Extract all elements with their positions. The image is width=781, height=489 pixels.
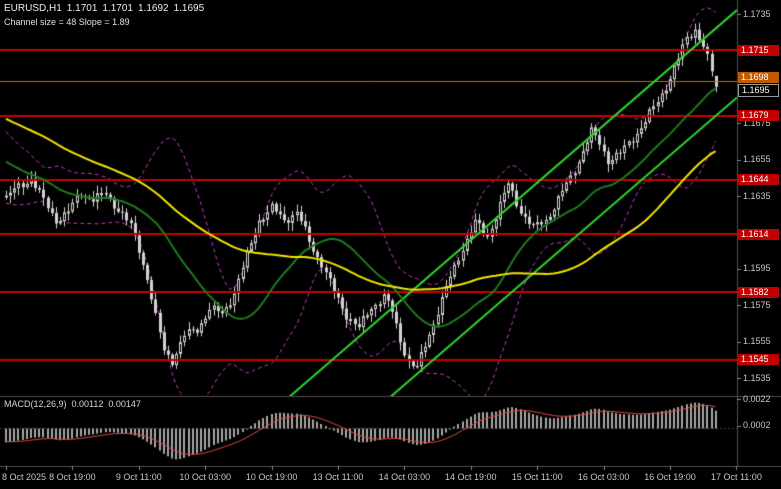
time-axis-label: 8 Oct 19:00 xyxy=(49,472,96,482)
price-level-badge: 1.1679 xyxy=(738,110,779,122)
time-axis-label: 9 Oct 11:00 xyxy=(115,472,162,482)
macd-label: MACD(12,26,9) xyxy=(4,399,67,409)
bid-price-badge: 1.1695 xyxy=(738,83,779,97)
channel-info: Channel size = 48 Slope = 1.89 xyxy=(4,17,130,27)
price-axis-tick: 1.1735 xyxy=(743,8,771,19)
time-axis-label: 17 Oct 11:00 xyxy=(710,472,762,482)
symbol-timeframe: EURUSD,H1 xyxy=(4,3,62,14)
price-axis-tick: 1.1555 xyxy=(743,336,771,347)
price-level-badge: 1.1644 xyxy=(738,174,779,186)
price-axis-tick: 1.1675 xyxy=(743,117,771,128)
chart-header: EURUSD,H1 1.1701 1.1701 1.1692 1.1695 xyxy=(4,3,209,14)
time-axis-label: 16 Oct 03:00 xyxy=(577,472,630,482)
price-axis-tick: 1.1575 xyxy=(743,299,771,310)
time-axis-label: 14 Oct 19:00 xyxy=(445,472,497,482)
price-axis-tick: 1.1535 xyxy=(743,372,771,383)
ohlc-high: 1.1701 xyxy=(102,3,133,14)
ohlc-close: 1.1695 xyxy=(173,3,205,14)
macd-axis-tick: 0.0002 xyxy=(743,420,771,431)
time-axis-label: 13 Oct 11:00 xyxy=(312,472,364,482)
macd-value: 0.00112 xyxy=(71,399,104,409)
time-axis-label: 15 Oct 11:00 xyxy=(511,472,563,482)
price-level-badge: 1.1715 xyxy=(738,44,779,56)
time-axis-label: 10 Oct 03:00 xyxy=(179,472,231,482)
macd-signal-value: 0.00147 xyxy=(108,399,141,409)
ohlc-open: 1.1701 xyxy=(66,3,98,14)
price-level-badge: 1.1582 xyxy=(738,286,779,298)
ohlc-low: 1.1692 xyxy=(137,3,169,14)
time-axis-label: 8 Oct 2025 xyxy=(2,472,47,482)
price-axis-tick: 1.1655 xyxy=(743,154,771,165)
time-axis-label: 14 Oct 03:00 xyxy=(378,472,431,482)
price-axis-tick: 1.1595 xyxy=(743,263,771,274)
price-level-badge: 1.1545 xyxy=(738,354,779,366)
time-axis[interactable]: 8 Oct 2025 8 Oct 19:00 9 Oct 11:00 10 Oct 0… xyxy=(0,467,781,489)
time-axis-label: 16 Oct 19:00 xyxy=(644,472,696,482)
price-level-badge: 1.1614 xyxy=(738,228,779,240)
time-axis-label: 10 Oct 19:00 xyxy=(245,472,298,482)
price-axis[interactable]: 1.1735 1.1675 1.1655 1.1635 1.1595 1.1575 1.15… xyxy=(738,0,781,466)
ask-price-badge: 1.1698 xyxy=(738,72,779,84)
macd-header: MACD(12,26,9) 0.00112 0.00147 xyxy=(4,399,146,409)
price-axis-tick: 1.1635 xyxy=(743,190,771,201)
macd-axis-tick: 0.0022 xyxy=(743,393,771,404)
